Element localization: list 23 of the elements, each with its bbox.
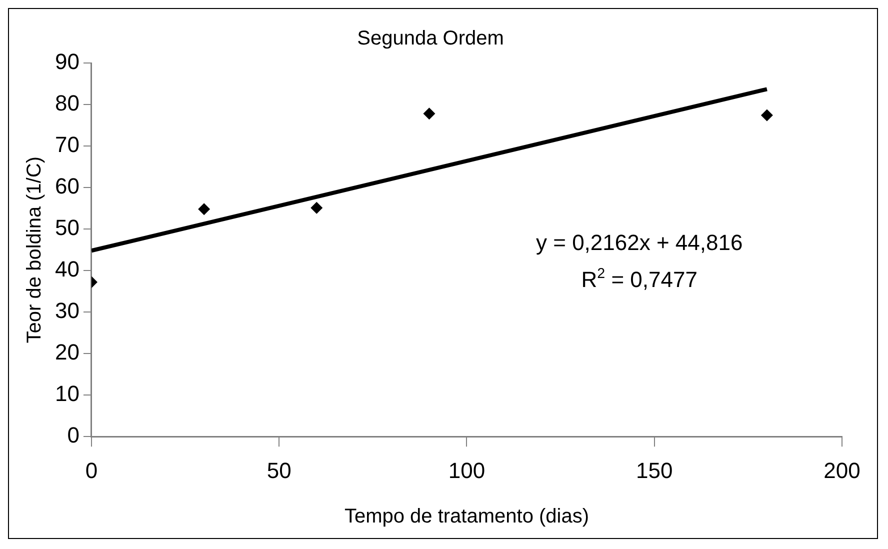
y-tick-label: 30 (54, 298, 80, 324)
x-tick-label: 200 (824, 458, 860, 483)
y-tick-label: 70 (54, 132, 80, 158)
y-tick-label: 90 (54, 49, 80, 74)
x-tick-label: 50 (266, 458, 292, 483)
x-tick-label: 150 (636, 458, 673, 483)
y-tick-label: 50 (54, 215, 80, 240)
point (760, 109, 773, 122)
x-axis-title: Tempo de tratamento (dias) (344, 506, 590, 528)
y-tick-label: 20 (54, 340, 80, 365)
x-tick-label: 0 (85, 458, 98, 483)
y-tick-label: 10 (54, 381, 80, 406)
y-axis-title: Teor de boldina (1/C) (24, 156, 46, 344)
chart-title: Segunda Ordem (357, 28, 504, 50)
annotation: y = 0,2162x + 44,816 (536, 230, 743, 255)
y-tick-label: 80 (54, 90, 80, 116)
y-tick-label: 40 (54, 256, 80, 282)
y-tick-label: 60 (54, 174, 80, 199)
point (310, 202, 323, 214)
point (423, 108, 436, 120)
y-tick-label: 0 (67, 422, 80, 448)
x-tick-label: 100 (448, 458, 486, 483)
point (198, 203, 210, 216)
